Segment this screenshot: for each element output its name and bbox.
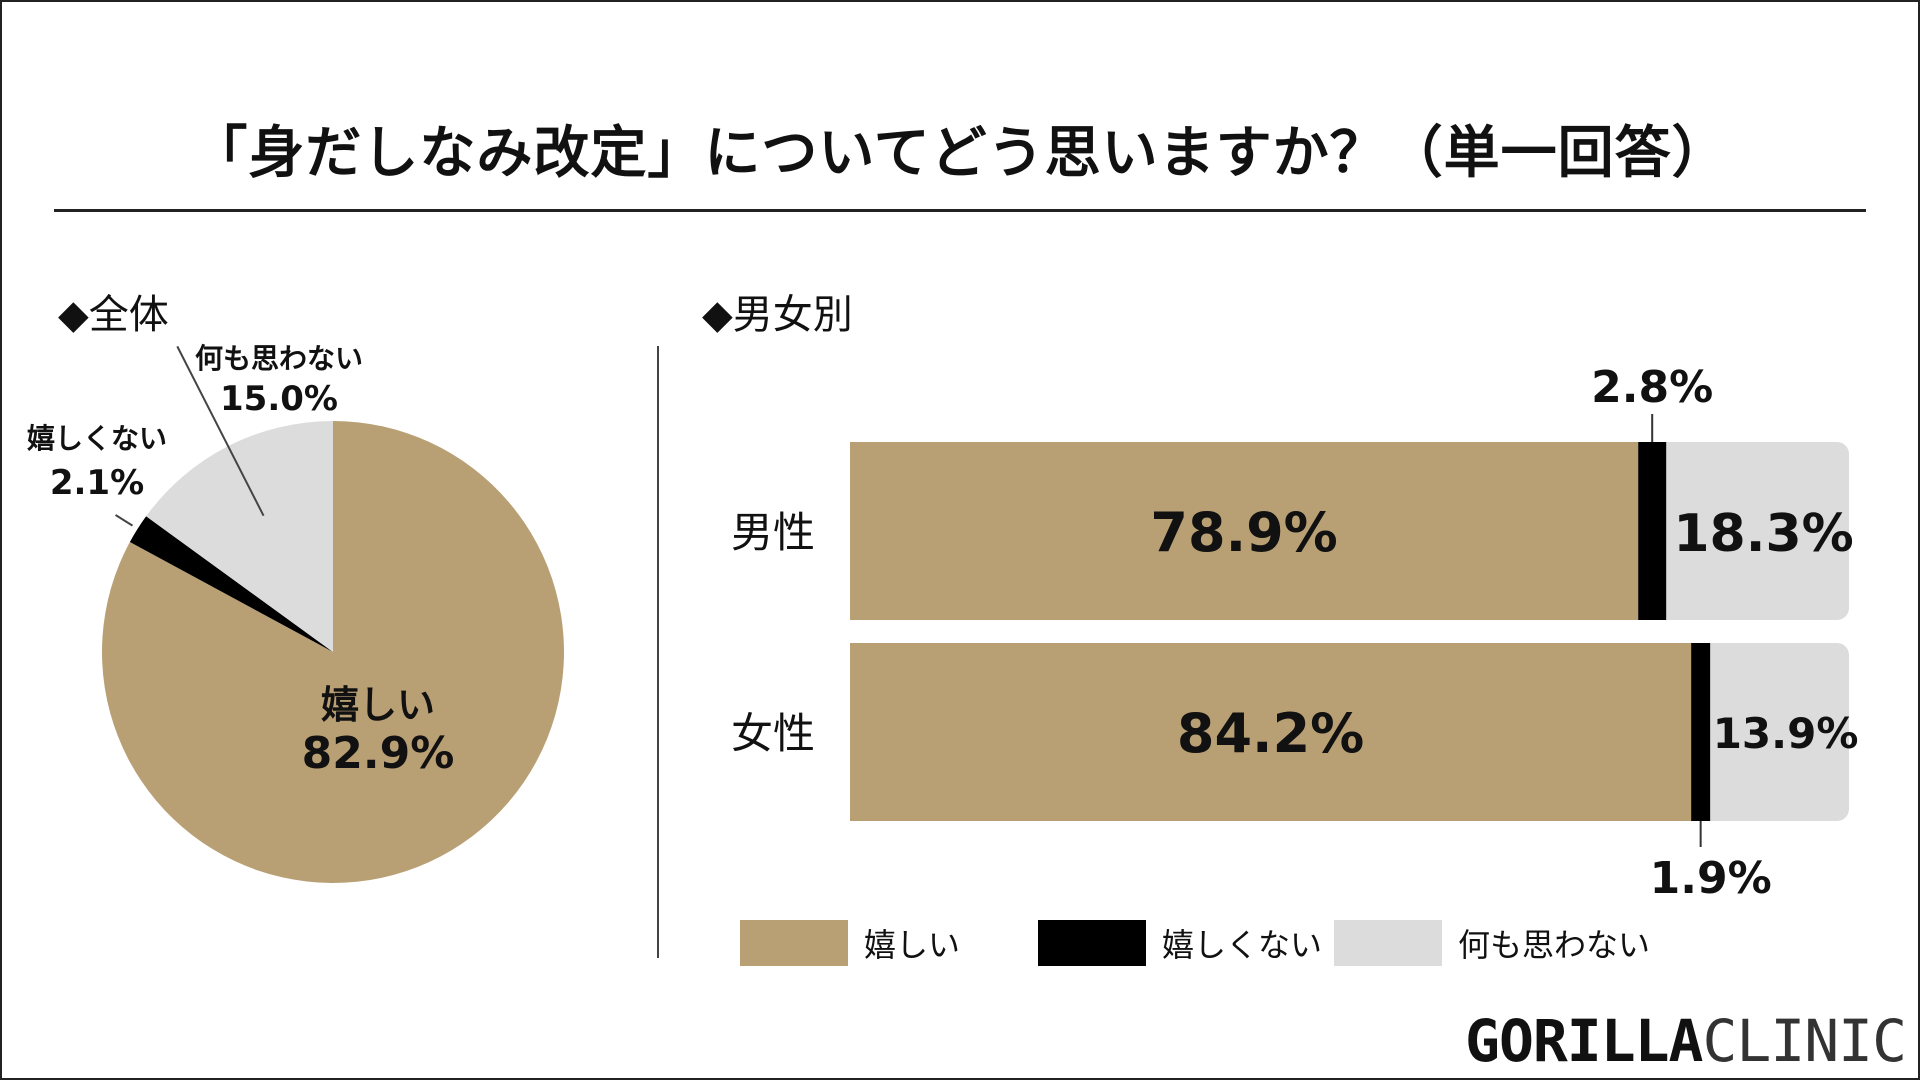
pie-label-nanimo-name: 何も思わない bbox=[195, 342, 363, 375]
bar-segment-female-0 bbox=[850, 643, 1692, 821]
legend-item-ureshii: 嬉しい bbox=[740, 920, 1038, 966]
pie-slice-nanimo bbox=[146, 421, 333, 652]
legend-swatch-ureshii bbox=[740, 920, 848, 966]
bar-value-male-ureshikunai: 2.8% bbox=[1591, 362, 1713, 413]
overall-section-label: ◆全体 bbox=[58, 292, 169, 338]
legend-label-ureshii: 嬉しい bbox=[864, 926, 961, 964]
pie-slice-ureshii bbox=[101, 421, 564, 883]
bar-value-female-ureshii: 84.2% bbox=[1177, 702, 1364, 765]
bar-segment-male-0 bbox=[850, 442, 1639, 620]
bar-value-male-ureshii: 78.9% bbox=[1150, 501, 1337, 564]
legend-item-nanimo: 何も思わない bbox=[1334, 920, 1650, 966]
logo-bold-text: GORILLA bbox=[1465, 1007, 1703, 1075]
gorilla-clinic-logo: GORILLACLINIC bbox=[1465, 1012, 1907, 1070]
bar-category-male: 男性 bbox=[731, 508, 815, 557]
bar-segment-female-1 bbox=[1691, 643, 1711, 821]
legend: 嬉しい 嬉しくない 何も思わない bbox=[740, 920, 1650, 966]
legend-label-nanimo: 何も思わない bbox=[1458, 926, 1651, 964]
bar-value-female-nanimo: 13.9% bbox=[1713, 709, 1859, 758]
gender-section-label: ◆男女別 bbox=[702, 292, 853, 338]
bar-value-male-nanimo: 18.3% bbox=[1673, 504, 1853, 564]
page-title: 「身だしなみ改定」についてどう思いますか？（単一回答） bbox=[191, 121, 1729, 186]
pie-label-ureshii-name: 嬉しい bbox=[321, 683, 435, 727]
pie-leader-nanimo bbox=[176, 345, 265, 517]
legend-item-ureshikunai: 嬉しくない bbox=[1038, 920, 1334, 966]
pie-label-ureshii-value: 82.9% bbox=[302, 728, 455, 779]
legend-label-ureshikunai: 嬉しくない bbox=[1162, 926, 1323, 964]
pie-label-nanimo-value: 15.0% bbox=[220, 379, 338, 419]
logo-light-text: CLINIC bbox=[1702, 1007, 1907, 1075]
section-divider bbox=[657, 346, 659, 958]
legend-swatch-nanimo bbox=[1334, 920, 1442, 966]
pie-label-ureshikunai-value: 2.1% bbox=[50, 463, 144, 503]
pie-leader-ureshikunai bbox=[115, 514, 134, 527]
bar-value-female-ureshikunai: 1.9% bbox=[1650, 853, 1772, 904]
pie-slice-ureshikunai bbox=[129, 516, 333, 652]
title-underline bbox=[54, 209, 1866, 212]
pie-label-ureshikunai-name: 嬉しくない bbox=[27, 422, 167, 455]
legend-swatch-ureshikunai bbox=[1038, 920, 1146, 966]
bar-category-female: 女性 bbox=[731, 709, 815, 758]
bar-segment-male-1 bbox=[1638, 442, 1667, 620]
